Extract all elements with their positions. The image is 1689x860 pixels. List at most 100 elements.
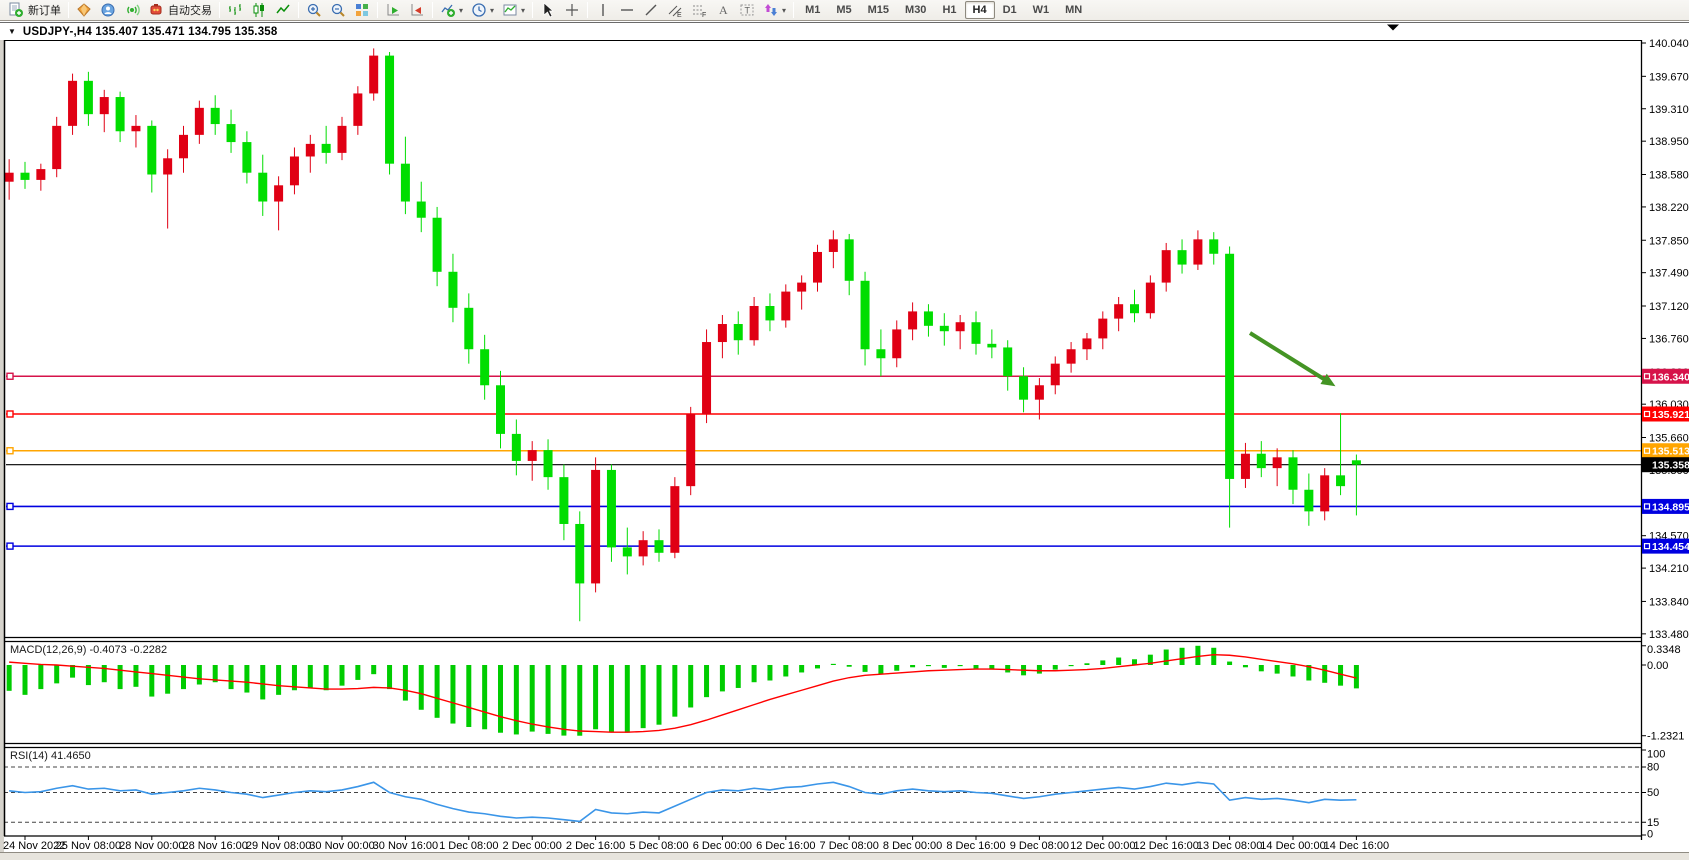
svg-text:138.580: 138.580: [1649, 170, 1689, 182]
svg-text:13 Dec 08:00: 13 Dec 08:00: [1197, 840, 1262, 852]
periods-button-dropdown-icon[interactable]: ▾: [490, 5, 495, 15]
svg-text:139.670: 139.670: [1649, 71, 1689, 83]
community-button[interactable]: [96, 1, 120, 19]
cursor-button[interactable]: [536, 1, 560, 19]
svg-text:30 Nov 00:00: 30 Nov 00:00: [309, 840, 374, 852]
timeframe-h1-button[interactable]: H1: [942, 4, 957, 16]
trend-arrow-head[interactable]: [1320, 373, 1336, 387]
svg-text:14 Dec 16:00: 14 Dec 16:00: [1324, 840, 1389, 852]
svg-text:-1.2321: -1.2321: [1647, 731, 1684, 743]
svg-text:134.210: 134.210: [1649, 563, 1689, 575]
indicators-button-dropdown-icon[interactable]: ▾: [459, 5, 464, 15]
macd-axis[interactable]: 0.3348 0.00 -1.2321: [1641, 644, 1684, 743]
channel-button[interactable]: E: [663, 1, 687, 19]
svg-text:T: T: [745, 6, 751, 16]
zoom-in-button[interactable]: [302, 1, 326, 19]
toolbar-separator: [587, 2, 589, 18]
svg-text:80: 80: [1647, 762, 1659, 774]
svg-text:8 Dec 00:00: 8 Dec 00:00: [883, 840, 942, 852]
fibonacci-button[interactable]: F: [687, 1, 711, 19]
shapes-button-dropdown-icon[interactable]: ▾: [782, 5, 787, 15]
svg-text:50: 50: [1647, 787, 1659, 799]
periods-button[interactable]: ▾: [467, 1, 498, 19]
support-line-1-handle[interactable]: [6, 502, 14, 511]
timeframe-m1-button[interactable]: M1: [805, 4, 821, 16]
timeframe-h4-button[interactable]: H4: [964, 1, 995, 19]
svg-text:0.00: 0.00: [1647, 660, 1668, 672]
window-bottom-frame: [0, 853, 1689, 860]
toolbar-separator: [68, 2, 69, 18]
svg-text:15: 15: [1647, 817, 1659, 829]
timeframe-m15-button[interactable]: M15: [867, 4, 890, 16]
pivot-line-handle[interactable]: [6, 447, 14, 455]
svg-text:24 Nov 2022: 24 Nov 2022: [3, 840, 65, 852]
svg-text:E: E: [677, 12, 682, 18]
new-order-button[interactable]: 新订单: [4, 1, 65, 19]
line-chart-button[interactable]: [271, 1, 295, 19]
vertical-line-button[interactable]: [591, 1, 615, 19]
timeframe-w1-button[interactable]: W1: [1032, 4, 1050, 16]
timeframe-m5-button[interactable]: M5: [836, 4, 852, 16]
text-button[interactable]: A: [711, 1, 735, 19]
svg-text:0.3348: 0.3348: [1647, 644, 1681, 656]
svg-text:28 Nov 16:00: 28 Nov 16:00: [182, 840, 247, 852]
toolbar-separator: [432, 2, 433, 18]
resistance-line-1-handle[interactable]: [6, 372, 14, 380]
svg-text:136.340: 136.340: [1652, 371, 1689, 383]
toolbar: 新订单 自动交易 ▾ ▾ ▾ E F A T ▾ M1 M5 M15 M30 H1 H4 D1 W1 MN: [0, 0, 1689, 21]
resistance-line-2-handle[interactable]: [6, 410, 14, 418]
svg-text:135.358: 135.358: [1652, 460, 1689, 472]
autotrade-button[interactable]: 自动交易: [144, 1, 216, 19]
bar-chart-button[interactable]: [223, 1, 247, 19]
toolbar-separator: [219, 2, 220, 18]
shapes-button[interactable]: ▾: [759, 1, 790, 19]
svg-text:137.490: 137.490: [1649, 268, 1689, 280]
support-line-2-handle[interactable]: [6, 542, 14, 550]
svg-text:29 Nov 08:00: 29 Nov 08:00: [246, 840, 311, 852]
svg-text:F: F: [702, 12, 706, 18]
chart-shift-button[interactable]: [405, 1, 429, 19]
svg-text:30 Nov 16:00: 30 Nov 16:00: [373, 840, 438, 852]
trend-arrow[interactable]: [1248, 331, 1329, 383]
toolbar-separator: [377, 2, 378, 18]
chart-title: USDJPY-,H4 135.407 135.471 134.795 135.3…: [22, 25, 278, 38]
svg-text:133.480: 133.480: [1649, 629, 1689, 641]
candles: [4, 48, 1361, 622]
tile-windows-button[interactable]: [350, 1, 374, 19]
svg-text:133.840: 133.840: [1649, 596, 1689, 608]
timeframe-m30-button[interactable]: M30: [905, 4, 927, 16]
auto-scroll-button[interactable]: [381, 1, 405, 19]
indicators-button[interactable]: ▾: [436, 1, 467, 19]
gem-button[interactable]: [72, 1, 96, 19]
chart-collapse-icon[interactable]: ▼: [8, 27, 16, 36]
macd-signal-line: [9, 653, 1357, 733]
crosshair-button[interactable]: [560, 1, 584, 19]
timeframe-mn-button[interactable]: MN: [1065, 4, 1083, 16]
window-left-frame: [0, 40, 4, 856]
zoom-out-button[interactable]: [326, 1, 350, 19]
macd-label: MACD(12,26,9) -0.4073 -0.2282: [10, 644, 168, 656]
trendline-button[interactable]: [639, 1, 663, 19]
svg-text:8 Dec 16:00: 8 Dec 16:00: [946, 840, 1005, 852]
templates-button-dropdown-icon[interactable]: ▾: [521, 5, 526, 15]
svg-text:137.120: 137.120: [1649, 301, 1689, 313]
horizontal-line-button[interactable]: [615, 1, 639, 19]
main-pane[interactable]: [4, 48, 1641, 622]
price-line-labels: 136.340 135.921 135.513 135.358 134.895 134.4…: [1642, 368, 1689, 554]
templates-button[interactable]: ▾: [498, 1, 529, 19]
candlestick-chart-button[interactable]: [247, 1, 271, 19]
svg-text:14 Dec 00:00: 14 Dec 00:00: [1260, 840, 1325, 852]
chart-shift-marker[interactable]: [1387, 24, 1399, 31]
label-button[interactable]: T: [735, 1, 759, 19]
svg-text:6 Dec 00:00: 6 Dec 00:00: [693, 840, 752, 852]
timeframe-d1-button[interactable]: D1: [1002, 4, 1017, 16]
svg-text:2 Dec 00:00: 2 Dec 00:00: [503, 840, 562, 852]
rsi-pane: [4, 766, 1641, 823]
signals-button[interactable]: [120, 1, 144, 19]
toolbar-separator: [532, 2, 534, 18]
svg-text:28 Nov 00:00: 28 Nov 00:00: [119, 840, 184, 852]
